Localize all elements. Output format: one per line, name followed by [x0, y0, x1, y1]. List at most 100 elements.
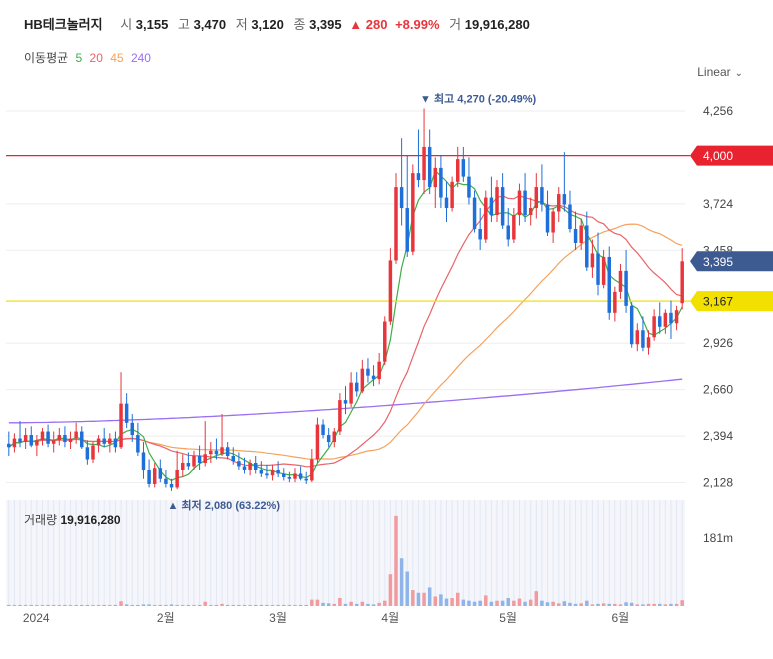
low-value: 3,120: [251, 17, 284, 32]
candle-body: [242, 466, 247, 470]
volume-bar: [74, 604, 78, 606]
candle-body: [287, 476, 292, 479]
volume-bar: [629, 602, 634, 606]
volume-bar: [383, 600, 387, 606]
volume-bar: [253, 604, 258, 606]
volume-bar: [596, 603, 600, 606]
volume-bar: [585, 600, 589, 606]
volume-bar: [68, 604, 73, 606]
volume-panel-title: 거래량 19,916,280: [24, 511, 121, 528]
candle-body: [310, 459, 314, 481]
candle-body: [57, 435, 62, 441]
volume-bar: [270, 604, 275, 606]
candle-body: [343, 400, 348, 404]
volume-bar: [57, 604, 62, 606]
candle-body: [416, 173, 421, 181]
volume-bar: [399, 558, 404, 606]
ma-240[interactable]: 240: [130, 51, 151, 65]
stock-header: HB테크놀러지 시 3,155 고 3,470 저 3,120 종 3,395 …: [24, 14, 530, 33]
candle-body: [113, 438, 118, 448]
x-tick-label: 3월: [269, 611, 287, 625]
candle-body: [506, 225, 510, 240]
candle-body: [557, 194, 561, 212]
volume-bar: [124, 604, 129, 606]
volume-bar: [108, 604, 112, 606]
volume-bar: [635, 604, 640, 606]
volume-bar: [35, 604, 39, 606]
volume-value: 19,916,280: [464, 17, 530, 32]
volume-bar: [450, 598, 454, 606]
candle-body: [512, 215, 516, 240]
volume-bar: [102, 604, 106, 606]
volume-bar: [579, 603, 583, 606]
y-tick-label: 3,724: [703, 197, 733, 211]
candle-body: [478, 228, 482, 240]
candle-body: [304, 478, 308, 481]
volume-bar: [405, 571, 409, 606]
volume-bar: [91, 604, 95, 606]
volume-bar: [349, 601, 353, 606]
candle-body: [265, 473, 269, 476]
stock-name: HB테크놀러지: [24, 17, 103, 32]
candle-body: [528, 208, 533, 216]
candle-body: [450, 181, 454, 209]
x-tick-label: 4월: [381, 611, 399, 625]
candle-body: [338, 400, 342, 432]
candle-body: [136, 435, 140, 453]
volume-bar: [119, 601, 123, 606]
volume-bar: [517, 598, 522, 606]
volume-bar: [455, 592, 460, 606]
volume-bar: [411, 590, 415, 606]
volume-bar: [51, 604, 56, 606]
candle-body: [545, 204, 550, 233]
volume-bar: [590, 604, 595, 606]
volume-bar: [388, 574, 393, 606]
volume-bar: [461, 599, 466, 606]
ma-20[interactable]: 20: [89, 51, 103, 65]
price-tag-3167: 3,167: [703, 295, 733, 309]
change-percent: +8.99%: [395, 17, 440, 32]
candle-body: [444, 197, 449, 209]
volume-bar: [478, 600, 482, 606]
volume-bar: [377, 602, 381, 606]
volume-bar: [136, 604, 140, 606]
candle-body: [276, 469, 280, 474]
candle-body: [399, 187, 404, 209]
candle-body: [209, 450, 213, 455]
candle-body: [63, 435, 67, 443]
volume-bar: [242, 604, 247, 606]
candle-body: [158, 468, 163, 479]
volume-bar: [85, 604, 90, 606]
current-price-tag-bg: [690, 251, 773, 272]
candle-body: [669, 312, 673, 324]
candle-body: [495, 187, 499, 216]
candle-body: [680, 261, 684, 304]
candle-body: [646, 337, 651, 348]
volume-bar: [680, 600, 684, 606]
candle-body: [74, 431, 78, 439]
volume-bar: [209, 604, 213, 606]
volume-bar: [248, 604, 252, 606]
volume-label: 거: [449, 17, 462, 32]
candle-body: [405, 208, 409, 252]
volume-bar: [366, 603, 370, 606]
volume-bar: [225, 604, 230, 606]
candle-body: [573, 228, 578, 243]
volume-bar: [343, 603, 348, 606]
candle-body: [12, 438, 17, 448]
low-annotation: ▲ 최저 2,080 (63.22%): [168, 498, 281, 512]
volume-bar: [332, 603, 337, 606]
high-label: 고: [177, 17, 190, 32]
ma-5[interactable]: 5: [75, 51, 83, 65]
candle-body: [472, 197, 477, 229]
candle-body: [601, 256, 606, 285]
scale-dropdown[interactable]: Linear ⌄: [697, 65, 743, 79]
candle-body: [293, 473, 297, 479]
volume-bar: [669, 603, 673, 606]
volume-bar: [540, 600, 544, 606]
volume-bar: [371, 604, 376, 606]
candle-body: [629, 305, 634, 345]
volume-bar: [568, 602, 572, 606]
ma-45[interactable]: 45: [110, 51, 124, 65]
